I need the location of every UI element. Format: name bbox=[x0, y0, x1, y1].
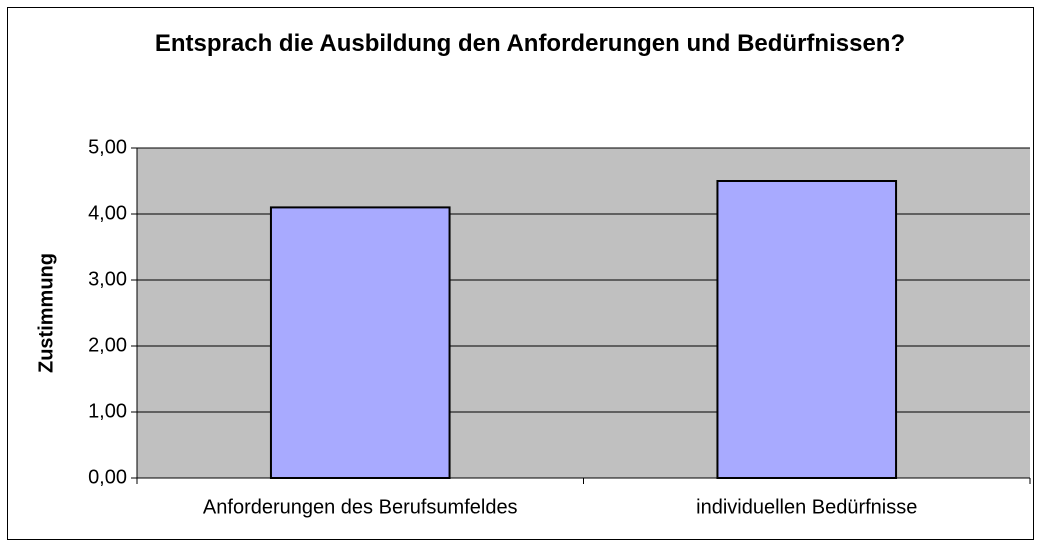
y-tick-label: 1,00 bbox=[88, 400, 127, 422]
x-tick-label: Anforderungen des Berufsumfeldes bbox=[203, 496, 518, 518]
bar bbox=[269, 206, 451, 479]
y-tick-label: 5,00 bbox=[88, 136, 127, 158]
chart-title: Entsprach die Ausbildung den Anforderung… bbox=[154, 30, 906, 57]
y-tick-label: 2,00 bbox=[88, 334, 127, 356]
y-tick-label: 0,00 bbox=[88, 466, 127, 488]
bar bbox=[716, 180, 898, 479]
y-tick-label: 4,00 bbox=[88, 202, 127, 224]
y-axis-label: Zustimmung bbox=[35, 253, 57, 373]
x-tick-label: individuellen Bedürfnisse bbox=[696, 496, 917, 518]
y-tick-label: 3,00 bbox=[88, 268, 127, 290]
